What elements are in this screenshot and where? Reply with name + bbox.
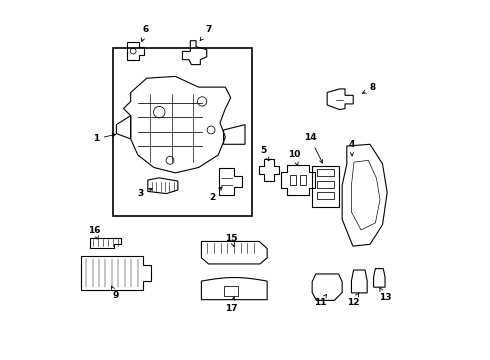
Text: 11: 11 <box>315 294 327 307</box>
Text: 8: 8 <box>363 83 376 93</box>
Text: 3: 3 <box>138 188 152 198</box>
Text: 1: 1 <box>93 134 116 143</box>
Text: 5: 5 <box>261 146 269 161</box>
Text: 6: 6 <box>141 26 149 41</box>
Bar <box>113 48 252 216</box>
Text: 9: 9 <box>111 286 119 300</box>
Bar <box>317 192 334 199</box>
Text: 17: 17 <box>225 297 238 313</box>
Text: 10: 10 <box>288 150 300 166</box>
Text: 16: 16 <box>88 226 100 239</box>
Text: 12: 12 <box>346 293 359 307</box>
Bar <box>317 168 334 176</box>
Text: 15: 15 <box>225 234 238 247</box>
Bar <box>300 175 306 185</box>
Bar <box>317 181 334 188</box>
Text: 13: 13 <box>379 287 392 302</box>
Text: 7: 7 <box>200 26 212 41</box>
Text: 2: 2 <box>209 187 222 202</box>
Bar <box>290 175 296 185</box>
Bar <box>224 286 238 296</box>
Text: 14: 14 <box>304 133 322 163</box>
Text: 4: 4 <box>348 140 355 156</box>
